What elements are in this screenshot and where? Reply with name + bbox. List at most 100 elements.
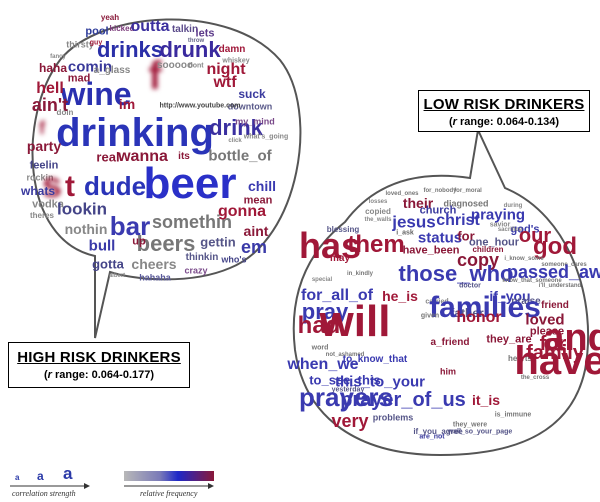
frequency-gradient-bar [124, 471, 214, 481]
low-risk-word: for_nobody [423, 188, 457, 194]
low-risk-word: prayer_of_us [340, 389, 466, 411]
high-risk-word: http://www.youtube.com [159, 102, 241, 110]
high-risk-word: my_mind [235, 116, 275, 127]
low-risk-word: is_immune [494, 411, 532, 419]
low-risk-word: doctor [459, 282, 481, 290]
low-risk-word: and [543, 317, 600, 359]
high-risk-word: whats [20, 184, 56, 198]
high-risk-word: lets [195, 27, 215, 40]
legend-letter-large: a [63, 464, 73, 483]
low-risk-word: prayers [299, 382, 393, 412]
high-risk-word: lookin [56, 199, 108, 219]
high-risk-word: gonna [218, 203, 266, 220]
low-risk-word: if_you [489, 288, 531, 304]
legend-letter-medium: a [37, 469, 44, 483]
high-risk-word: nothin [64, 221, 108, 237]
low-risk-word: god [533, 233, 577, 260]
low-risk-word: the_walls [364, 217, 392, 223]
low-risk-label: LOW RISK DRINKERS (r range: 0.064-0.134) [418, 90, 590, 132]
low-risk-word: for_all_of [300, 287, 374, 304]
low-risk-word: i_know_some [504, 256, 544, 262]
high-risk-word: f [39, 118, 45, 138]
low-risk-word: praise [511, 296, 541, 307]
low-risk-word: copied [365, 207, 391, 216]
high-risk-word: bar [109, 211, 151, 241]
low-risk-word: not_ashamed [325, 352, 365, 358]
low-risk-word: status [417, 229, 463, 247]
high-risk-word: wtf [213, 74, 237, 91]
high-risk-word: throw [187, 38, 205, 44]
low-risk-word: families [429, 291, 541, 324]
high-risk-word: bull [88, 237, 116, 255]
high-risk-word: fancy [50, 54, 66, 60]
low-risk-word: know_that_someone [502, 278, 562, 284]
low-risk-word: they_are [486, 333, 532, 346]
high-risk-word: its [178, 151, 190, 162]
high-risk-word: click [228, 138, 242, 144]
high-risk-word: mean [243, 194, 273, 207]
low-risk-word: will [319, 297, 391, 346]
high-risk-word: s [41, 164, 63, 205]
high-risk-word: outta [130, 18, 170, 35]
high-risk-word: damn [218, 44, 246, 55]
frequency-label: relative frequency [140, 489, 198, 498]
low-risk-word: if_you_agree [413, 427, 463, 436]
high-risk-word: chill [247, 178, 277, 194]
low-risk-word: praying [470, 206, 526, 224]
low-risk-word: wall_so_your_page [447, 428, 513, 436]
high-risk-word: theres [29, 211, 55, 220]
low-risk-word: them [347, 231, 405, 258]
low-risk-word: the_cross [520, 375, 550, 381]
high-risk-word: what's_going [243, 133, 289, 141]
low-risk-word: in_kindly [346, 271, 374, 277]
low-risk-word: family [526, 342, 584, 364]
low-risk-word: those_who [398, 261, 514, 286]
low-risk-word: have [514, 339, 600, 383]
high-risk-word: real [96, 149, 120, 165]
high-risk-range: (r range: 0.064-0.177) [43, 369, 155, 381]
high-risk-word: downtown [227, 101, 273, 112]
low-risk-word: they_were [452, 421, 488, 429]
low-risk-word: loved [525, 311, 565, 329]
low-risk-word: when_we [287, 356, 359, 373]
high-risk-word: sooooo [156, 60, 194, 71]
high-risk-word: gotta [92, 256, 124, 272]
low-risk-word: it_is [471, 392, 501, 408]
low-risk-word: please [529, 325, 565, 338]
legend-letter-small: a [15, 473, 20, 482]
high-risk-word: drunk [159, 37, 221, 62]
high-risk-word: em [240, 237, 268, 257]
low-risk-word: passed_away [506, 262, 600, 282]
high-risk-label: HIGH RISK DRINKERS (r range: 0.064-0.177… [8, 342, 190, 388]
high-risk-word: yeah [100, 13, 120, 22]
high-risk-word: comin [67, 58, 113, 76]
high-risk-word: bottle_of [208, 147, 272, 165]
low-risk-bubble [292, 126, 590, 457]
high-risk-word: albert [108, 273, 126, 279]
high-risk-word: hahaha [139, 272, 171, 283]
high-risk-word: up [132, 235, 146, 248]
low-risk-word: children [472, 245, 504, 254]
high-risk-word: who's [221, 254, 247, 265]
high-risk-word: ain't [31, 95, 69, 115]
high-risk-word: dont [188, 62, 204, 70]
high-risk-word: hell [36, 80, 64, 97]
low-risk-word: to_know_that [342, 354, 408, 365]
low-risk-word: sacrifice [497, 227, 523, 233]
high-risk-word: night [206, 61, 246, 78]
low-risk-word: loved_ones [385, 191, 419, 197]
low-risk-word: church [419, 204, 457, 217]
high-risk-word: a_glass [93, 65, 131, 76]
high-risk-word: crazy [184, 265, 208, 276]
high-risk-word: drink [209, 115, 263, 140]
low-risk-word: god's [510, 223, 540, 236]
high-risk-word: pool [85, 25, 109, 38]
strength-label: correlation strength [12, 489, 76, 498]
low-risk-word: jesus [392, 212, 436, 232]
low-risk-range: (r range: 0.064-0.134) [448, 116, 560, 128]
low-risk-word: problems [372, 412, 414, 423]
low-risk-word: someone_cares [541, 262, 587, 268]
